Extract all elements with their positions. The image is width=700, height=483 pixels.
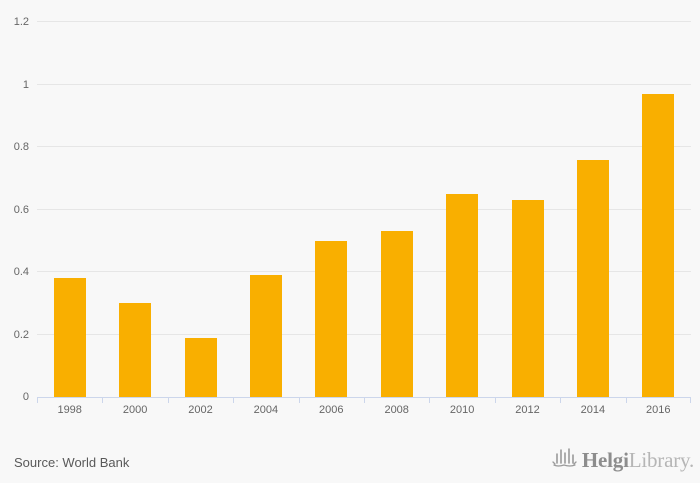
x-axis-tick xyxy=(364,397,365,403)
x-axis-label-2000: 2000 xyxy=(122,404,148,416)
logo-text-bold: Helgi xyxy=(581,447,629,472)
bar-2012[interactable] xyxy=(511,200,544,397)
y-axis-label-0: 0 xyxy=(22,391,29,403)
x-axis-tick xyxy=(494,397,496,403)
x-axis-tick xyxy=(167,397,169,403)
logo-text: HelgiLibrary. xyxy=(582,447,694,473)
x-axis-tick xyxy=(298,397,300,403)
gridline-y-0.8 xyxy=(37,146,691,147)
gridline-y-0.6 xyxy=(37,208,691,210)
gridline-y-0.4 xyxy=(37,271,691,272)
x-axis-tick xyxy=(233,397,235,403)
gridline-y-1 xyxy=(37,83,691,85)
y-axis-label-0.8: 0.8 xyxy=(13,141,29,153)
bar-2000[interactable] xyxy=(119,303,152,397)
y-axis-label-0.6: 0.6 xyxy=(13,203,29,216)
bar-2006[interactable] xyxy=(315,240,348,397)
y-axis: 0 0.2 0.4 0.6 0.8 1 1.2 xyxy=(0,16,33,403)
y-axis-label-0.2: 0.2 xyxy=(13,328,29,341)
bar-2002[interactable] xyxy=(184,337,217,397)
bar-2014[interactable] xyxy=(576,159,609,397)
x-axis-tick xyxy=(102,397,104,403)
x-axis-label-1998: 1998 xyxy=(57,404,82,416)
x-axis-tick xyxy=(560,397,562,403)
bar-2004[interactable] xyxy=(249,275,282,397)
skyline-icon xyxy=(551,444,578,475)
x-axis-label-2002: 2002 xyxy=(188,404,213,416)
y-axis-label-1.2: 1.2 xyxy=(13,16,29,28)
x-axis-label-2008: 2008 xyxy=(384,404,409,416)
bar-1998[interactable] xyxy=(53,278,86,397)
gridline-y-0.2 xyxy=(37,333,691,335)
y-axis-label-1: 1 xyxy=(22,78,29,91)
x-axis-label-2006: 2006 xyxy=(319,404,344,416)
x-axis-tick xyxy=(429,397,431,403)
x-axis-label-2014: 2014 xyxy=(580,404,606,416)
bar-2010[interactable] xyxy=(446,193,479,397)
x-axis-label-2016: 2016 xyxy=(646,404,671,416)
x-axis-label-2012: 2012 xyxy=(515,404,540,416)
plot-area xyxy=(37,21,691,403)
bar-2016[interactable] xyxy=(642,93,675,397)
y-axis-label-0.4: 0.4 xyxy=(13,266,29,278)
helgi-library-logo[interactable]: HelgiLibrary. xyxy=(551,444,694,475)
x-axis-tick xyxy=(690,397,691,403)
gridline-y-1.2 xyxy=(37,21,691,22)
source-note: Source: World Bank xyxy=(14,455,130,470)
x-axis-tick xyxy=(625,397,627,403)
logo-text-light: Library. xyxy=(628,447,694,472)
x-axis-label-2010: 2010 xyxy=(449,404,475,416)
x-axis-label-2004: 2004 xyxy=(253,404,279,416)
x-axis-tick xyxy=(37,397,38,403)
bar-2008[interactable] xyxy=(380,231,413,397)
